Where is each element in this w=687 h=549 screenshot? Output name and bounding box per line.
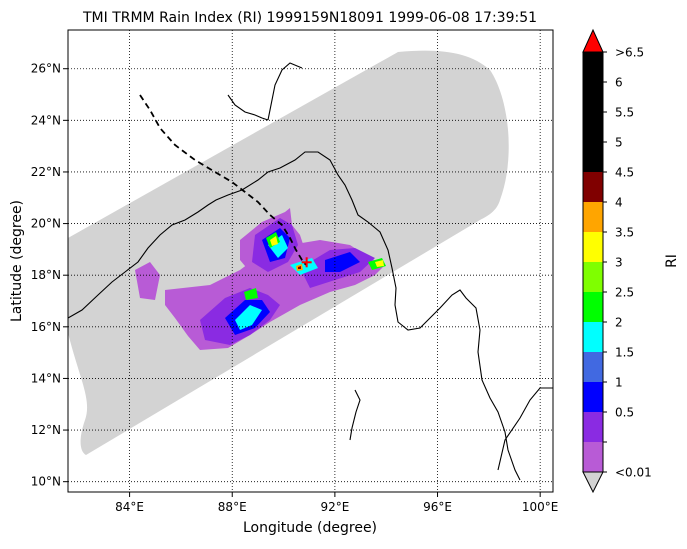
colorbar-tick-label: 2	[615, 316, 623, 330]
x-tick-label: 100°E	[522, 500, 559, 514]
x-tick-label: 88°E	[218, 500, 247, 514]
colorbar-bin	[583, 262, 603, 293]
colorbar-bin	[583, 292, 603, 323]
colorbar-tick-label: 6	[615, 76, 623, 90]
y-tick-label: 24°N	[31, 113, 61, 127]
colorbar-tick-label: 1	[615, 376, 623, 390]
coastline-upper	[227, 94, 269, 121]
colorbar-tick-label: 2.5	[615, 286, 634, 300]
y-axis-ticks: 10°N 12°N 14°N 16°N 18°N 20°N 22°N 24°N 26°N	[31, 62, 68, 489]
colorbar-tick-label: 5	[615, 136, 623, 150]
colorbar-bin	[583, 82, 603, 113]
colorbar-bin	[583, 232, 603, 263]
colorbar-bin	[583, 112, 603, 143]
colorbar-bin	[583, 382, 603, 413]
colorbar-bin	[583, 352, 603, 383]
x-axis-ticks: 84°E 88°E 92°E 96°E 100°E	[115, 492, 558, 514]
colorbar-bin	[583, 412, 603, 443]
map-plot-area	[67, 29, 554, 493]
y-tick-label: 20°N	[31, 217, 61, 231]
rain-area-maroon	[298, 266, 301, 269]
y-tick-label: 26°N	[31, 62, 61, 76]
x-tick-label: 92°E	[320, 500, 349, 514]
x-tick-label: 84°E	[115, 500, 144, 514]
storm-center-marker	[301, 257, 312, 268]
colorbar-bin	[583, 442, 603, 473]
map-frame	[67, 29, 554, 493]
coastline-india-east	[68, 151, 521, 481]
rain-area-yellow	[375, 260, 384, 267]
colorbar-tick-label: 3	[615, 256, 623, 270]
colorbar-bin	[583, 322, 603, 353]
colorbar-tick-label: 4	[615, 196, 623, 210]
y-tick-label: 10°N	[31, 475, 61, 489]
coastline-myanmar-north	[267, 62, 303, 121]
rain-area-cyan	[235, 305, 262, 330]
rain-field	[135, 208, 386, 350]
y-tick-label: 22°N	[31, 165, 61, 179]
colorbar-bin	[583, 202, 603, 233]
colorbar-bin	[583, 172, 603, 203]
rain-area-yellow	[270, 236, 278, 246]
graticule	[68, 30, 553, 492]
y-tick-label: 14°N	[31, 371, 61, 385]
colorbar: >6.5 6 5.5 5 4.5 4 3.5 3 2.5 2 1.5 1 0.5 <0.01	[582, 28, 652, 494]
x-tick-label: 96°E	[423, 500, 452, 514]
rain-area-blue	[325, 252, 360, 272]
y-tick-label: 12°N	[31, 423, 61, 437]
colorbar-tick-label: <0.01	[615, 466, 652, 480]
colorbar-tick-label: 4.5	[615, 166, 634, 180]
coastline-malay	[497, 387, 553, 471]
colorbar-tick-label: 3.5	[615, 226, 634, 240]
figure-title: TMI TRMM Rain Index (RI) 1999159N18091 1…	[82, 10, 537, 26]
colorbar-tick-label: 1.5	[615, 346, 634, 360]
colorbar-under-arrow	[582, 471, 604, 494]
colorbar-label: RI	[664, 254, 680, 268]
rain-area-purple	[135, 262, 160, 300]
x-axis-label: Longitude (degree)	[243, 520, 377, 536]
colorbar-tick-label: 5.5	[615, 106, 634, 120]
coastline	[68, 62, 553, 481]
andaman-islands	[349, 389, 361, 441]
y-axis-label: Latitude (degree)	[9, 200, 25, 322]
colorbar-bin	[583, 142, 603, 173]
colorbar-tick-label: >6.5	[615, 46, 644, 60]
storm-track	[139, 94, 307, 266]
y-tick-label: 16°N	[31, 320, 61, 334]
rain-area-cyan	[268, 235, 288, 258]
rain-area-green	[244, 288, 258, 300]
colorbar-over-arrow	[582, 28, 604, 53]
colorbar-tick-label: 0.5	[615, 406, 634, 420]
y-tick-label: 18°N	[31, 268, 61, 282]
colorbar-bin	[583, 52, 603, 83]
